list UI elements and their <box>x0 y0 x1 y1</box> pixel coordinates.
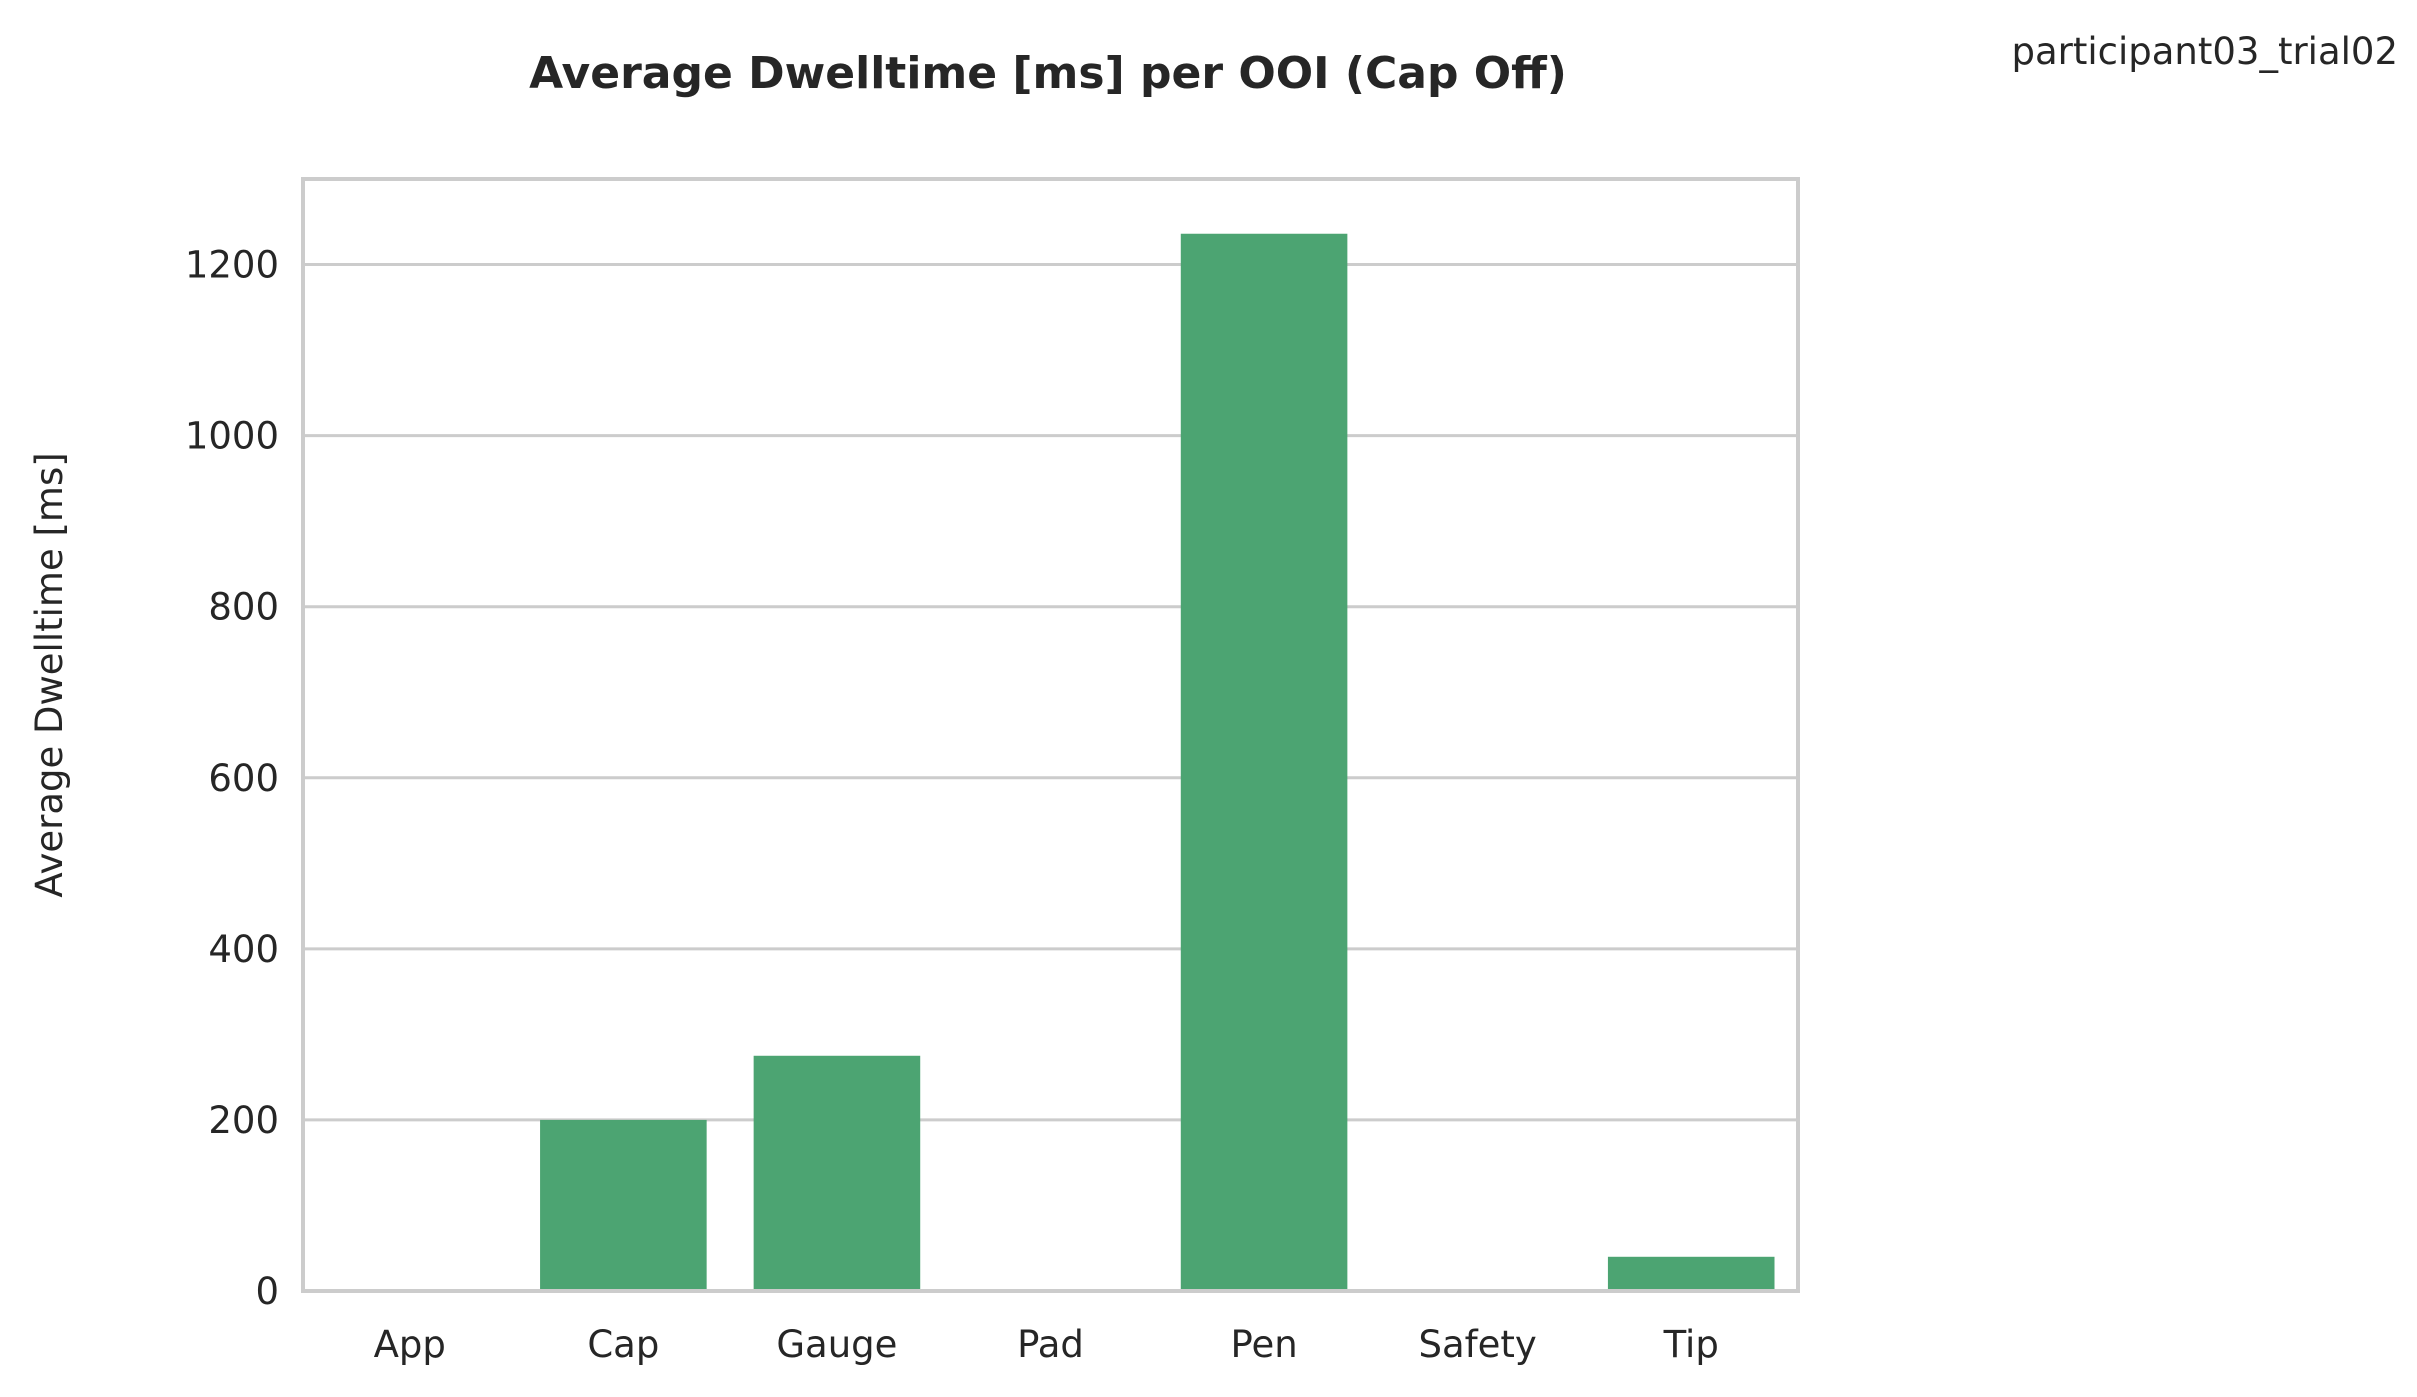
y-tick-label-200: 200 <box>208 1099 279 1142</box>
bar-pen <box>1180 233 1348 1291</box>
bar-gauge <box>753 1055 921 1291</box>
x-tick-label-tip: Tip <box>1663 1323 1719 1366</box>
y-tick-label-400: 400 <box>208 928 279 971</box>
bar-cap <box>540 1119 707 1291</box>
x-tick-label-gauge: Gauge <box>776 1323 897 1366</box>
y-axis-label: Average Dwelltime [ms] <box>28 452 71 897</box>
plot-frame <box>301 177 1800 1293</box>
y-tick-label-1000: 1000 <box>185 415 279 458</box>
x-tick-label-app: App <box>374 1323 446 1366</box>
bar-tip <box>1607 1256 1775 1291</box>
y-tick-labels: 0 200 400 600 800 1000 1200 <box>185 244 279 1313</box>
bars <box>540 233 1775 1291</box>
x-tick-label-pen: Pen <box>1230 1323 1297 1366</box>
y-tick-label-800: 800 <box>208 586 279 629</box>
participant-trial-label: participant03_trial02 <box>2011 30 2398 73</box>
x-tick-label-pad: Pad <box>1017 1323 1084 1366</box>
x-tick-label-safety: Safety <box>1418 1323 1536 1366</box>
chart-title: Average Dwelltime [ms] per OOI (Cap Off) <box>529 48 1567 99</box>
x-tick-labels: App Cap Gauge Pad Pen Safety Tip <box>374 1323 1719 1366</box>
y-tick-label-1200: 1200 <box>185 244 279 287</box>
y-tick-label-0: 0 <box>255 1270 279 1313</box>
y-tick-label-600: 600 <box>208 757 279 800</box>
x-tick-label-cap: Cap <box>587 1323 659 1366</box>
